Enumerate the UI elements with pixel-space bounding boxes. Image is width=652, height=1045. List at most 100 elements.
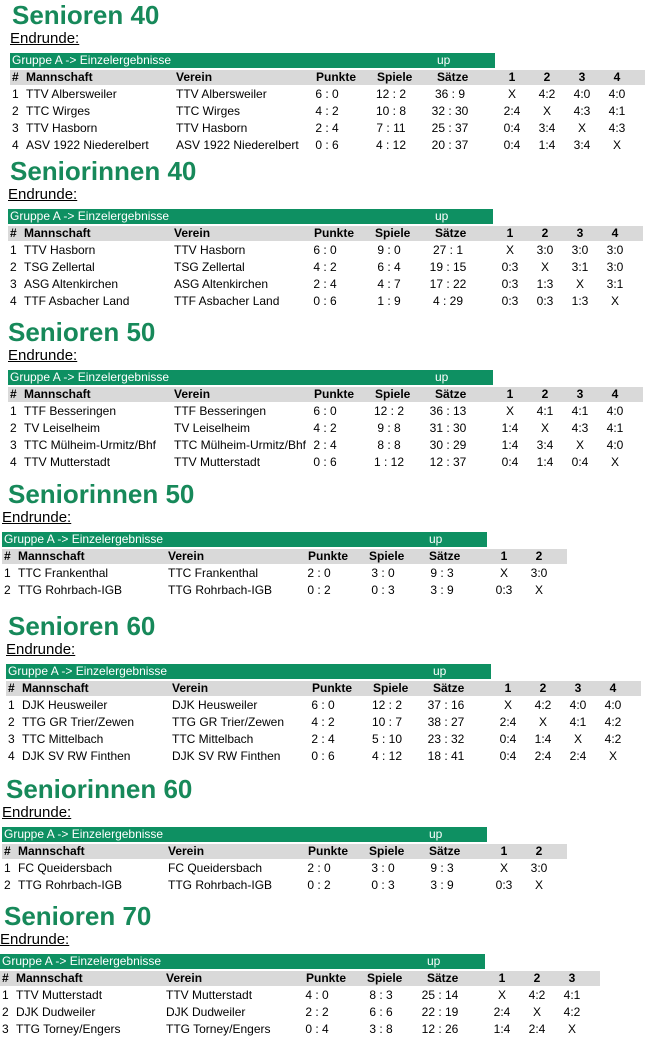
cell: 4:0 (573, 87, 591, 101)
cell: 4:3 (608, 121, 626, 135)
column-header: Mannschaft (16, 971, 83, 985)
cell: 1:4 (501, 421, 519, 435)
cell: 2 : 4 (313, 438, 337, 452)
cell: 2:4 (534, 749, 552, 763)
cell: 3 (10, 277, 17, 291)
cell: TTF Besseringen (174, 404, 267, 418)
cell: 4:2 (604, 732, 622, 746)
cell: 1:3 (571, 294, 589, 308)
column-header: Mannschaft (18, 549, 85, 563)
up-link[interactable]: up (435, 209, 449, 223)
cell: TTC Wirges (176, 104, 240, 118)
group-bar (8, 209, 493, 224)
header-row (0, 971, 600, 986)
cell: 2 (8, 715, 15, 729)
cell: TTG Rohrbach-IGB (18, 878, 123, 892)
column-header: Punkte (312, 681, 353, 695)
cell: 31 : 30 (429, 421, 467, 435)
cell: 4:1 (608, 104, 626, 118)
column-header: 1 (506, 226, 514, 240)
up-link[interactable]: up (429, 827, 443, 841)
header-row (6, 681, 641, 696)
column-header: 2 (535, 549, 543, 563)
group-label[interactable]: Gruppe A -> Einzelergebnisse (8, 664, 168, 678)
column-header: 4 (611, 387, 619, 401)
cell: TV Leiselheim (24, 421, 101, 435)
header-row (2, 549, 567, 564)
group-label[interactable]: Gruppe A -> Einzelergebnisse (12, 53, 172, 67)
header-row (8, 387, 643, 402)
group-label[interactable]: Gruppe A -> Einzelergebnisse (2, 954, 162, 968)
cell: X (577, 121, 586, 135)
cell: TTF Besseringen (24, 404, 117, 418)
cell: 4 (12, 138, 19, 152)
group-label[interactable]: Gruppe A -> Einzelergebnisse (4, 532, 164, 546)
up-link[interactable]: up (429, 532, 443, 546)
section-title: Senioren 70 (4, 901, 152, 931)
column-header: Spiele (369, 844, 405, 858)
cell: 1:3 (536, 277, 554, 291)
cell: 5 : 10 (371, 732, 403, 746)
section-title: Senioren 60 (8, 611, 156, 641)
group-label[interactable]: Gruppe A -> Einzelergebnisse (4, 827, 164, 841)
cell: 3:4 (536, 438, 554, 452)
column-header: 1 (498, 971, 506, 985)
up-link[interactable]: up (435, 370, 449, 384)
subtitle: Endrunde: (2, 804, 72, 821)
cell: 4 : 12 (375, 138, 407, 152)
column-header: Spiele (373, 681, 409, 695)
column-header: Punkte (308, 549, 349, 563)
cell: 3:0 (606, 260, 624, 274)
column-header: 4 (609, 681, 617, 695)
cell: 0 : 2 (307, 878, 331, 892)
group-label[interactable]: Gruppe A -> Einzelergebnisse (10, 370, 170, 384)
column-header: 2 (541, 387, 549, 401)
column-header: 3 (576, 387, 584, 401)
cell: 2 : 4 (315, 121, 339, 135)
cell: 3 (10, 438, 17, 452)
group-label[interactable]: Gruppe A -> Einzelergebnisse (10, 209, 170, 223)
group-bar (10, 53, 495, 68)
cell: TTV Hasborn (174, 243, 246, 257)
cell: TTV Hasborn (176, 121, 248, 135)
cell: TTG GR Trier/Zewen (172, 715, 285, 729)
cell: 0:4 (499, 732, 517, 746)
cell: TTG Rohrbach-IGB (18, 583, 123, 597)
cell: 2 : 4 (313, 277, 337, 291)
cell: 12 : 26 (421, 1022, 459, 1036)
cell: 0 : 3 (371, 583, 395, 597)
cell: 4:1 (569, 715, 587, 729)
cell: 4:0 (606, 404, 624, 418)
up-link[interactable]: up (437, 53, 451, 67)
cell: 4 : 2 (313, 260, 337, 274)
cell: 9 : 0 (377, 243, 401, 257)
column-header: Sätze (427, 971, 459, 985)
cell: 9 : 3 (430, 566, 454, 580)
cell: TTC Frankenthal (18, 566, 109, 580)
cell: 1:4 (501, 438, 519, 452)
cell: TTV Mutterstadt (166, 988, 253, 1002)
cell: 6 : 0 (311, 698, 335, 712)
column-header: 1 (500, 549, 508, 563)
cell: 1 (4, 861, 11, 875)
column-header: Spiele (377, 70, 413, 84)
column-header: # (2, 971, 9, 985)
column-header: Spiele (375, 226, 411, 240)
column-header: 3 (568, 971, 576, 985)
column-header: 2 (533, 971, 541, 985)
cell: 4 (10, 455, 17, 469)
cell: 3 : 8 (369, 1022, 393, 1036)
up-link[interactable]: up (433, 664, 447, 678)
column-header: 1 (504, 681, 512, 695)
cell: 8 : 3 (369, 988, 393, 1002)
column-header: # (4, 844, 11, 858)
cell: 1:4 (534, 732, 552, 746)
cell: X (542, 104, 551, 118)
cell: X (610, 294, 619, 308)
cell: X (608, 749, 617, 763)
cell: 36 : 13 (429, 404, 467, 418)
cell: 17 : 22 (429, 277, 467, 291)
up-link[interactable]: up (427, 954, 441, 968)
cell: 3:1 (606, 277, 624, 291)
